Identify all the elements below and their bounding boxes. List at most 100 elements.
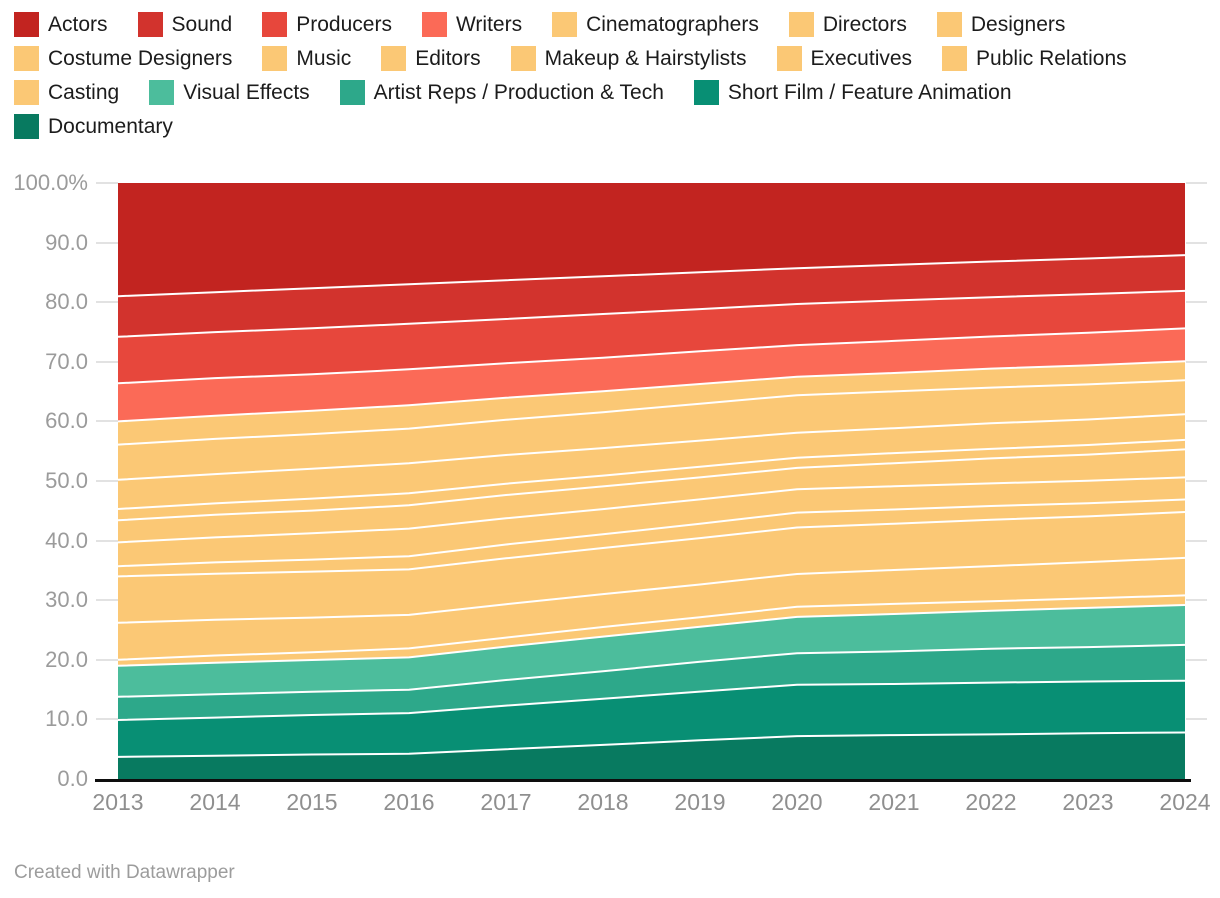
area-series [118,680,1185,757]
y-axis-label: 0.0 [57,766,88,791]
series-boundary-line [117,413,1186,481]
legend-swatch [776,46,802,71]
y-tick-stub-right [1186,480,1207,482]
legend-label: Artist Reps / Production & Tech [373,81,664,104]
legend-swatch [262,12,288,37]
series-boundary-line [117,731,1186,758]
y-tick-stub-right [1186,182,1207,184]
y-tick-stub-right [1186,241,1207,244]
y-axis-label: 50.0 [45,468,88,493]
legend-item: Cinematographers [552,12,759,37]
y-axis-label: 20.0 [45,646,88,672]
legend-label: Visual Effects [183,81,310,104]
y-tick-stub-right [1186,658,1207,661]
series-boundary-line [117,604,1186,667]
legend-swatch [552,12,578,37]
y-axis-label: 60.0 [45,408,88,434]
area-series [118,361,1185,445]
y-axis-label: 80.0 [45,289,88,315]
y-axis-label: 70.0 [45,348,88,374]
legend-item: Costume Designers [14,46,232,71]
legend-item: Short Film / Feature Animation [693,80,1012,105]
stacked-area-plot [117,183,1186,779]
legend-swatch [693,80,719,105]
chart-legend: Actors Sound Producers Writers Cinematograph… [14,12,1210,148]
y-axis-label: 40.0 [45,527,88,553]
y-tick-stub-left [96,182,118,184]
legend-item: Directors [788,12,907,37]
series-boundary-line [117,679,1186,721]
x-axis-label: 2013 [92,789,144,815]
area-series [118,605,1185,697]
legend-item: Editors [381,46,481,71]
x-axis-label: 2021 [868,789,920,815]
y-tick-stub-right [1186,360,1207,363]
area-series [118,644,1185,720]
legend-label: Casting [48,81,120,104]
area-series [118,477,1185,567]
x-axis-label: 2015 [286,789,338,815]
legend-swatch [14,46,39,71]
legend-label: Documentary [48,115,173,138]
y-axis-label: 30.0 [45,587,88,613]
legend-label: Editors [415,47,481,70]
legend-item: Sound [137,12,233,37]
legend-item: Music [262,46,351,71]
x-axis-label: 2023 [1062,789,1114,815]
x-axis-label: 2016 [383,789,435,815]
legend-item: Artist Reps / Production & Tech [339,80,664,105]
legend-label: Actors [48,13,108,36]
legend-swatch [381,46,407,71]
legend-label: Directors [822,13,907,36]
legend-label: Executives [810,47,913,70]
y-axis-label: 90.0 [45,229,88,255]
legend-label: Makeup & Hairstylists [544,47,747,70]
y-tick-stub-left [96,480,118,482]
area-series [118,328,1185,422]
legend-label: Music [296,47,352,70]
y-tick-stub-left [96,360,118,363]
x-axis-label: 2022 [965,789,1017,815]
area-series [118,380,1185,480]
series-boundary-line [117,511,1186,578]
y-tick-stub-right [1186,599,1207,602]
legend-swatch [137,12,163,37]
legend-label: Sound [171,13,233,36]
series-boundary-line [117,254,1186,298]
legend-label: Writers [455,13,523,36]
area-series [118,290,1185,384]
y-tick-stub-left [96,599,118,602]
y-axis-label: 10.0 [45,706,88,732]
legend-swatch [510,46,536,71]
legend-item: Makeup & Hairstylists [510,46,747,71]
legend-label: Cinematographers [586,13,759,36]
legend-label: Costume Designers [48,47,233,70]
x-axis-label: 2024 [1159,789,1211,815]
y-tick-stub-left [96,658,118,661]
series-boundary-line [117,327,1186,385]
x-axis-label: 2014 [189,789,241,815]
series-boundary-line [117,379,1186,446]
legend-swatch [149,80,175,105]
legend-swatch [14,80,39,105]
legend-label: Designers [970,13,1066,36]
legend-swatch [14,12,39,37]
area-series [118,557,1185,660]
area-series [118,183,1185,297]
area-series [118,414,1185,509]
y-tick-stub-right [1186,301,1207,304]
legend-swatch [421,12,447,37]
y-tick-stub-right [1186,420,1207,423]
area-series [118,439,1185,521]
y-tick-stub-right [1186,718,1207,721]
y-tick-stub-left [96,539,118,542]
y-tick-stub-right [1186,539,1207,542]
legend-item: Actors [14,12,108,37]
series-boundary-line [117,643,1186,698]
legend-item: Writers [421,12,523,37]
area-series [118,732,1185,779]
legend-item: Casting [14,80,119,105]
series-boundary-line [117,438,1186,510]
series-boundary-line [117,448,1186,522]
series-boundary-line [117,556,1186,624]
